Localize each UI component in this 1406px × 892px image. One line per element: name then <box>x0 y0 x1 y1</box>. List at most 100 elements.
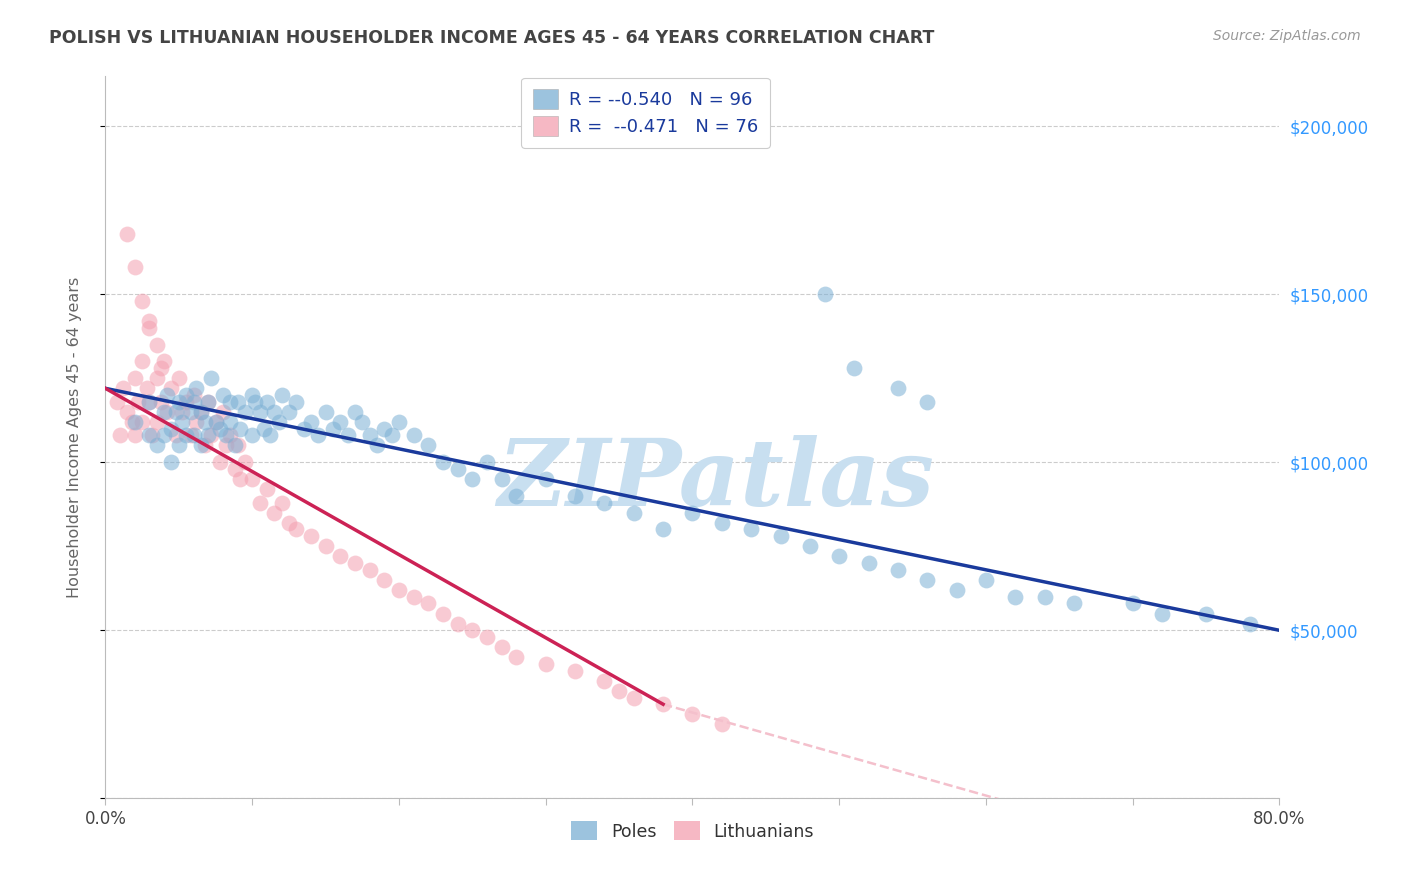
Point <box>215 438 238 452</box>
Point <box>249 405 271 419</box>
Point <box>200 428 222 442</box>
Point <box>153 428 176 442</box>
Point <box>170 415 193 429</box>
Point <box>117 405 139 419</box>
Point <box>256 482 278 496</box>
Point <box>623 506 645 520</box>
Point <box>336 428 359 442</box>
Point <box>167 438 190 452</box>
Point <box>211 405 233 419</box>
Text: POLISH VS LITHUANIAN HOUSEHOLDER INCOME AGES 45 - 64 YEARS CORRELATION CHART: POLISH VS LITHUANIAN HOUSEHOLDER INCOME … <box>49 29 935 46</box>
Point <box>267 415 290 429</box>
Point <box>186 381 208 395</box>
Point <box>117 227 139 241</box>
Point <box>710 717 733 731</box>
Point <box>534 657 557 671</box>
Point <box>277 405 299 419</box>
Point <box>402 590 425 604</box>
Point <box>249 495 271 509</box>
Point <box>329 549 352 564</box>
Point <box>233 455 256 469</box>
Legend: Poles, Lithuanians: Poles, Lithuanians <box>561 811 824 851</box>
Point <box>652 698 675 712</box>
Point <box>352 415 374 429</box>
Point <box>138 314 160 328</box>
Point <box>174 394 197 409</box>
Point <box>204 415 226 429</box>
Point <box>146 337 169 351</box>
Point <box>373 573 395 587</box>
Point <box>197 394 219 409</box>
Point <box>208 455 231 469</box>
Point <box>183 394 205 409</box>
Point <box>124 260 146 275</box>
Point <box>432 455 454 469</box>
Point <box>138 321 160 335</box>
Point <box>945 582 967 597</box>
Point <box>418 438 440 452</box>
Point <box>112 381 135 395</box>
Point <box>194 438 217 452</box>
Point <box>359 563 381 577</box>
Point <box>183 388 205 402</box>
Point <box>153 354 176 368</box>
Point <box>1033 590 1056 604</box>
Point <box>359 428 381 442</box>
Y-axis label: Householder Income Ages 45 - 64 years: Householder Income Ages 45 - 64 years <box>67 277 82 598</box>
Point <box>277 516 299 530</box>
Point <box>174 428 197 442</box>
Point <box>208 422 231 436</box>
Point <box>124 371 146 385</box>
Point <box>263 506 285 520</box>
Point <box>285 394 308 409</box>
Point <box>256 394 278 409</box>
Point <box>124 415 146 429</box>
Point <box>141 428 163 442</box>
Point <box>858 556 880 570</box>
Point <box>315 405 337 419</box>
Point <box>190 405 212 419</box>
Point <box>607 683 630 698</box>
Point <box>108 428 131 442</box>
Point <box>219 428 242 442</box>
Point <box>366 438 388 452</box>
Point <box>682 707 704 722</box>
Point <box>138 394 160 409</box>
Point <box>224 462 246 476</box>
Point <box>160 381 183 395</box>
Point <box>229 422 252 436</box>
Point <box>138 428 160 442</box>
Point <box>243 394 266 409</box>
Point <box>150 361 173 376</box>
Point <box>887 381 910 395</box>
Point <box>146 438 169 452</box>
Point <box>974 573 997 587</box>
Point <box>146 371 169 385</box>
Point <box>842 361 865 376</box>
Point <box>710 516 733 530</box>
Point <box>461 472 484 486</box>
Point <box>461 624 484 638</box>
Point <box>135 381 157 395</box>
Point <box>917 394 939 409</box>
Point <box>475 630 498 644</box>
Point <box>170 405 193 419</box>
Point <box>180 428 202 442</box>
Point <box>138 394 160 409</box>
Point <box>887 563 910 577</box>
Point <box>917 573 939 587</box>
Point <box>343 556 366 570</box>
Point <box>682 506 704 520</box>
Point <box>229 472 252 486</box>
Point <box>1195 607 1218 621</box>
Point <box>799 539 821 553</box>
Point <box>623 690 645 705</box>
Point <box>105 394 128 409</box>
Point <box>160 455 183 469</box>
Point <box>160 422 183 436</box>
Point <box>769 529 792 543</box>
Point <box>253 422 276 436</box>
Point <box>373 422 395 436</box>
Point <box>240 472 263 486</box>
Point <box>564 664 586 678</box>
